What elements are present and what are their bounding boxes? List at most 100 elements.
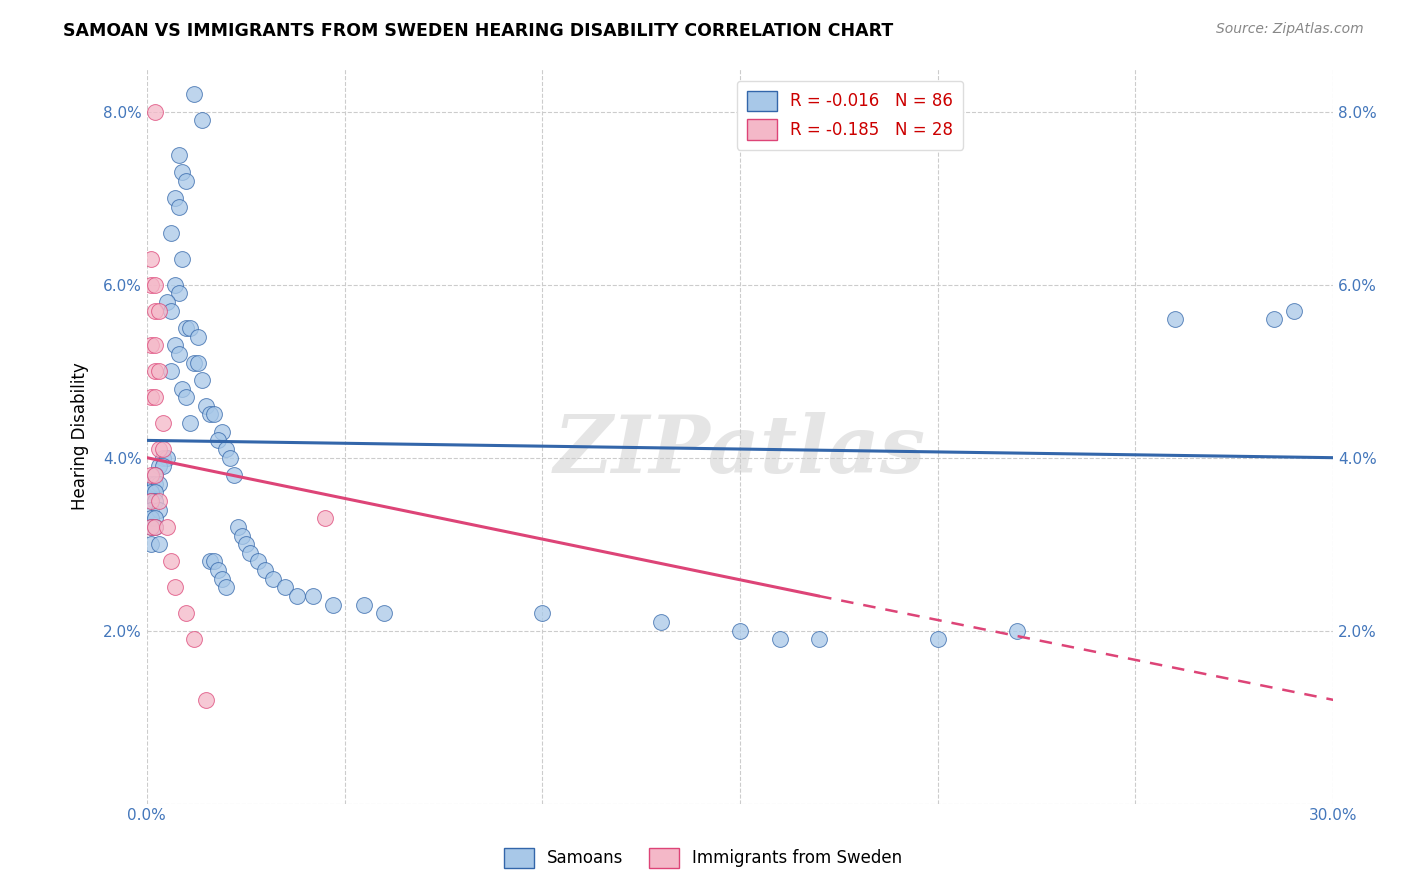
Point xyxy=(211,572,233,586)
Point xyxy=(202,554,225,568)
Point xyxy=(143,364,166,378)
Point xyxy=(139,520,162,534)
Point xyxy=(239,546,262,560)
Text: ZIPatlas: ZIPatlas xyxy=(554,412,927,490)
Point xyxy=(139,537,162,551)
Point xyxy=(139,338,162,352)
Point xyxy=(139,485,162,500)
Point xyxy=(808,632,831,647)
Point xyxy=(195,399,218,413)
Point xyxy=(139,390,162,404)
Point xyxy=(531,607,554,621)
Point xyxy=(195,693,218,707)
Point xyxy=(156,450,179,465)
Point xyxy=(285,589,308,603)
Point xyxy=(187,355,209,369)
Point xyxy=(148,502,170,516)
Point xyxy=(207,563,229,577)
Point xyxy=(322,598,344,612)
Point xyxy=(139,511,162,525)
Point xyxy=(353,598,375,612)
Point xyxy=(152,459,174,474)
Point xyxy=(139,494,162,508)
Point xyxy=(211,425,233,439)
Point xyxy=(148,494,170,508)
Point xyxy=(143,303,166,318)
Point xyxy=(183,87,205,102)
Text: Source: ZipAtlas.com: Source: ZipAtlas.com xyxy=(1216,22,1364,37)
Point xyxy=(728,624,751,638)
Point xyxy=(163,191,186,205)
Legend: Samoans, Immigrants from Sweden: Samoans, Immigrants from Sweden xyxy=(498,841,908,875)
Point xyxy=(159,554,181,568)
Point xyxy=(274,581,297,595)
Point xyxy=(176,390,198,404)
Point xyxy=(314,511,336,525)
Point xyxy=(373,607,395,621)
Point xyxy=(143,467,166,482)
Point xyxy=(143,511,166,525)
Point xyxy=(172,165,194,179)
Point xyxy=(167,200,190,214)
Point xyxy=(207,434,229,448)
Point xyxy=(163,277,186,292)
Point xyxy=(148,442,170,456)
Point xyxy=(1164,312,1187,326)
Point xyxy=(219,450,242,465)
Point xyxy=(226,520,249,534)
Point xyxy=(139,252,162,266)
Point xyxy=(198,554,221,568)
Point xyxy=(1282,303,1305,318)
Point xyxy=(139,476,162,491)
Point xyxy=(152,450,174,465)
Point xyxy=(139,502,162,516)
Y-axis label: Hearing Disability: Hearing Disability xyxy=(72,362,89,510)
Point xyxy=(139,494,162,508)
Point xyxy=(167,347,190,361)
Point xyxy=(254,563,277,577)
Legend: R = -0.016   N = 86, R = -0.185   N = 28: R = -0.016 N = 86, R = -0.185 N = 28 xyxy=(737,80,963,150)
Point xyxy=(231,528,253,542)
Point xyxy=(198,408,221,422)
Point xyxy=(163,581,186,595)
Point xyxy=(650,615,672,629)
Point xyxy=(143,494,166,508)
Point xyxy=(152,416,174,430)
Point xyxy=(172,382,194,396)
Point xyxy=(167,148,190,162)
Point xyxy=(148,459,170,474)
Point xyxy=(159,226,181,240)
Point xyxy=(143,338,166,352)
Point xyxy=(167,286,190,301)
Point xyxy=(191,373,214,387)
Point xyxy=(215,442,238,456)
Point xyxy=(156,520,179,534)
Point xyxy=(143,485,166,500)
Point xyxy=(148,303,170,318)
Point xyxy=(1263,312,1285,326)
Point xyxy=(172,252,194,266)
Point xyxy=(152,442,174,456)
Point xyxy=(302,589,325,603)
Point xyxy=(143,277,166,292)
Point xyxy=(159,364,181,378)
Point xyxy=(139,277,162,292)
Point xyxy=(148,537,170,551)
Point xyxy=(148,364,170,378)
Point xyxy=(183,632,205,647)
Point xyxy=(927,632,949,647)
Point xyxy=(176,174,198,188)
Point xyxy=(139,520,162,534)
Point xyxy=(156,295,179,310)
Point xyxy=(179,321,201,335)
Point xyxy=(768,632,790,647)
Point xyxy=(183,355,205,369)
Point xyxy=(1005,624,1028,638)
Point xyxy=(215,581,238,595)
Point xyxy=(143,520,166,534)
Point xyxy=(176,607,198,621)
Point xyxy=(191,113,214,128)
Point xyxy=(143,104,166,119)
Point xyxy=(246,554,269,568)
Text: SAMOAN VS IMMIGRANTS FROM SWEDEN HEARING DISABILITY CORRELATION CHART: SAMOAN VS IMMIGRANTS FROM SWEDEN HEARING… xyxy=(63,22,894,40)
